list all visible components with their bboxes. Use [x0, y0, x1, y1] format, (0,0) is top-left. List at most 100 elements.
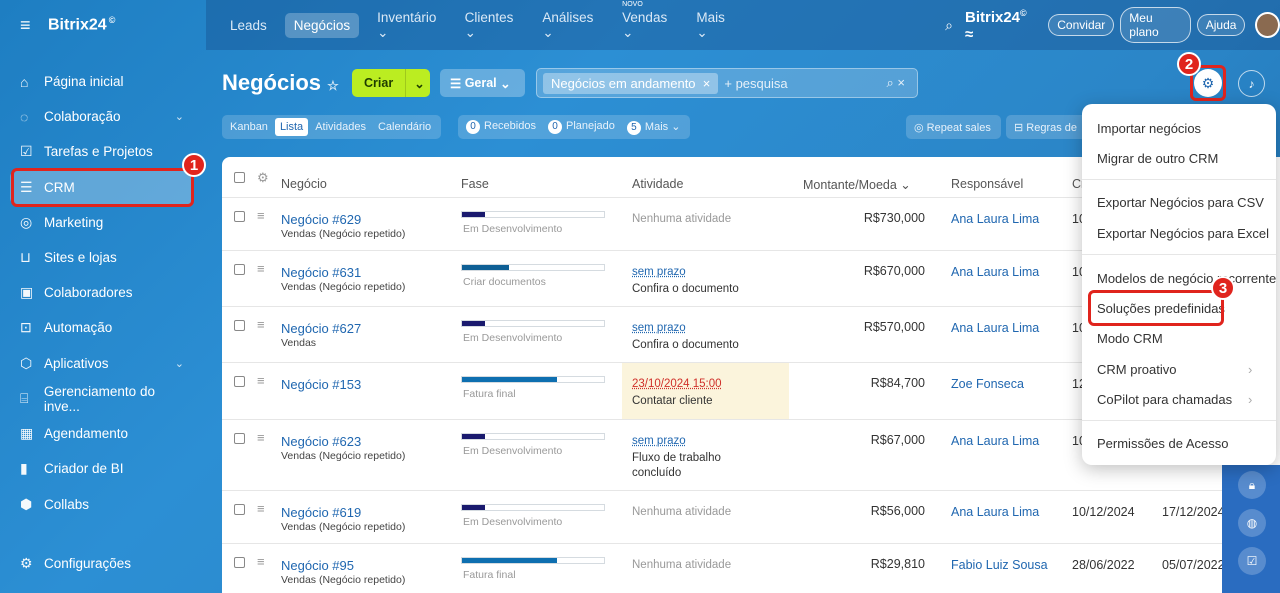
table-row[interactable]: ≡ Negócio #627 Vendas Em Desenvolvimento…: [222, 306, 1222, 362]
sidebar-item-booking[interactable]: ▦ Agendamento: [20, 425, 129, 441]
responsible-link[interactable]: Ana Laura Lima: [951, 434, 1040, 448]
phase-bar[interactable]: [461, 376, 605, 383]
activity-deadline[interactable]: sem prazo: [632, 266, 686, 278]
deal-link[interactable]: Negócio #631: [281, 265, 362, 280]
col-activity[interactable]: Atividade: [632, 177, 684, 191]
bell-icon[interactable]: ♪: [1238, 70, 1265, 97]
table-row[interactable]: ≡ Negócio #153 Fatura final 23/10/2024 1…: [222, 362, 1222, 420]
tab-activities[interactable]: Atividades: [315, 121, 366, 133]
activity-deadline[interactable]: 23/10/2024 15:00: [632, 378, 722, 390]
nav-inventory[interactable]: Inventário ⌄: [377, 9, 437, 40]
activity-deadline[interactable]: sem prazo: [632, 322, 686, 334]
menu-migrate[interactable]: Migrar de outro CRM: [1097, 151, 1219, 166]
col-amount[interactable]: Montante/Moeda ⌄: [803, 178, 911, 192]
brand-logo[interactable]: Bitrix24© ≈: [964, 7, 1027, 43]
star-icon[interactable]: ☆: [327, 78, 339, 93]
menu-recurring[interactable]: Modelos de negócio recorrente: [1097, 271, 1277, 286]
sidebar-item-sites[interactable]: ⊔ Sites e lojas: [20, 249, 117, 265]
phase-bar[interactable]: [461, 320, 605, 327]
sidebar-item-apps[interactable]: ⬡ Aplicativos ⌄: [20, 355, 184, 371]
sidebar-item-settings[interactable]: ⚙ Configurações: [20, 555, 132, 571]
col-created[interactable]: Cr: [1072, 177, 1086, 191]
row-checkbox[interactable]: [234, 557, 245, 568]
counter-more[interactable]: 5 Mais ⌄: [622, 117, 686, 138]
phase-bar[interactable]: [461, 211, 605, 218]
sidebar-item-collab[interactable]: ◌ Colaboração ⌄: [20, 108, 184, 125]
logo[interactable]: Bitrix24 ©: [48, 15, 116, 34]
activity-deadline[interactable]: sem prazo: [632, 435, 686, 447]
table-row[interactable]: ≡ Negócio #629 Vendas (Negócio repetido)…: [222, 197, 1222, 250]
menu-import[interactable]: Importar negócios: [1097, 121, 1202, 136]
nav-more[interactable]: Mais ⌄: [696, 9, 725, 40]
activity-text[interactable]: Contatar cliente: [632, 395, 713, 407]
activity-text[interactable]: Confira o documento: [632, 339, 739, 351]
nav-analytics[interactable]: Análises ⌄: [542, 9, 594, 40]
general-filter-button[interactable]: ☰ Geral ⌄: [440, 69, 525, 97]
help-button[interactable]: Ajuda: [1196, 14, 1246, 36]
counter-planned[interactable]: 0 Planejado: [543, 117, 620, 137]
rules-button[interactable]: ⊟ Regras de: [1006, 115, 1088, 139]
row-checkbox[interactable]: [234, 433, 245, 444]
nav-leads[interactable]: Leads: [230, 17, 267, 33]
search-icon[interactable]: ⌕: [945, 16, 953, 33]
invite-button[interactable]: Convidar: [1048, 14, 1115, 36]
sidebar-item-marketing[interactable]: ◎ Marketing: [20, 214, 104, 230]
search-icon[interactable]: ⌕ ×: [886, 75, 905, 90]
responsible-link[interactable]: Zoe Fonseca: [951, 377, 1024, 391]
row-checkbox[interactable]: [234, 376, 245, 387]
menu-copilot-calls[interactable]: CoPilot para chamadas ›: [1097, 392, 1253, 407]
nav-sales[interactable]: NOVO Vendas ⌄: [622, 0, 668, 40]
tab-calendar[interactable]: Calendário: [377, 121, 432, 133]
phase-bar[interactable]: [461, 504, 605, 511]
tab-kanban[interactable]: Kanban: [230, 121, 268, 133]
drag-icon[interactable]: ≡: [257, 373, 265, 388]
gear-icon[interactable]: ⚙: [257, 170, 269, 185]
sidebar-item-collabs[interactable]: ⬢ Collabs: [20, 496, 90, 512]
drag-icon[interactable]: ≡: [257, 430, 265, 445]
deal-link[interactable]: Negócio #95: [281, 558, 354, 573]
drag-icon[interactable]: ≡: [257, 317, 265, 332]
drag-icon[interactable]: ≡: [257, 501, 265, 516]
activity-text[interactable]: Confira o documento: [632, 283, 739, 295]
plan-button[interactable]: Meu plano: [1120, 7, 1191, 43]
task-icon[interactable]: ☑: [1238, 547, 1266, 575]
menu-crm-mode[interactable]: Modo CRM: [1097, 331, 1163, 346]
search-input[interactable]: Negócios em andamento × + pesquisa ⌕ ×: [536, 68, 918, 98]
responsible-link[interactable]: Ana Laura Lima: [951, 212, 1040, 226]
sidebar-item-employees[interactable]: ▣ Colaboradores: [20, 284, 133, 300]
row-checkbox[interactable]: [234, 504, 245, 515]
phase-bar[interactable]: [461, 433, 605, 440]
deal-link[interactable]: Negócio #627: [281, 321, 362, 336]
repeat-sales-button[interactable]: ◎ Repeat sales: [906, 115, 1001, 139]
gear-icon[interactable]: ⚙: [1194, 69, 1222, 97]
menu-icon[interactable]: ≡: [20, 14, 31, 35]
nav-deals[interactable]: Negócios: [284, 12, 360, 38]
deal-link[interactable]: Negócio #629: [281, 212, 362, 227]
table-row[interactable]: ≡ Negócio #95 Vendas (Negócio repetido) …: [222, 543, 1225, 593]
select-all-checkbox[interactable]: [234, 172, 245, 183]
deal-link[interactable]: Negócio #623: [281, 434, 362, 449]
menu-permissions[interactable]: Permissões de Acesso: [1097, 436, 1229, 451]
responsible-link[interactable]: Ana Laura Lima: [951, 265, 1040, 279]
sidebar-item-home[interactable]: ⌂ Página inicial: [20, 73, 124, 90]
lock-icon[interactable]: 🔒︎: [1238, 471, 1266, 499]
responsible-link[interactable]: Ana Laura Lima: [951, 505, 1040, 519]
responsible-link[interactable]: Ana Laura Lima: [951, 321, 1040, 335]
deal-link[interactable]: Negócio #619: [281, 505, 362, 520]
sidebar-item-automation[interactable]: ⊡ Automação: [20, 319, 113, 335]
counter-received[interactable]: 0 Recebidos: [461, 117, 541, 137]
menu-predefined-solutions[interactable]: Soluções predefinidas: [1097, 301, 1225, 316]
drag-icon[interactable]: ≡: [257, 208, 265, 223]
globe-icon[interactable]: ◍: [1238, 509, 1266, 537]
nav-clients[interactable]: Clientes ⌄: [464, 9, 514, 40]
create-button[interactable]: Criar ⌄: [352, 69, 430, 97]
row-checkbox[interactable]: [234, 264, 245, 275]
menu-export-excel[interactable]: Exportar Negócios para Excel: [1097, 226, 1269, 241]
responsible-link[interactable]: Fabio Luiz Sousa: [951, 558, 1048, 572]
sidebar-item-tasks[interactable]: ☑ Tarefas e Projetos: [20, 143, 153, 159]
col-deal[interactable]: Negócio: [281, 177, 327, 191]
menu-proactive-crm[interactable]: CRM proativo ›: [1097, 362, 1253, 377]
table-row[interactable]: ≡ Negócio #619 Vendas (Negócio repetido)…: [222, 490, 1225, 543]
phase-bar[interactable]: [461, 557, 605, 564]
filter-chip[interactable]: Negócios em andamento ×: [543, 72, 719, 94]
